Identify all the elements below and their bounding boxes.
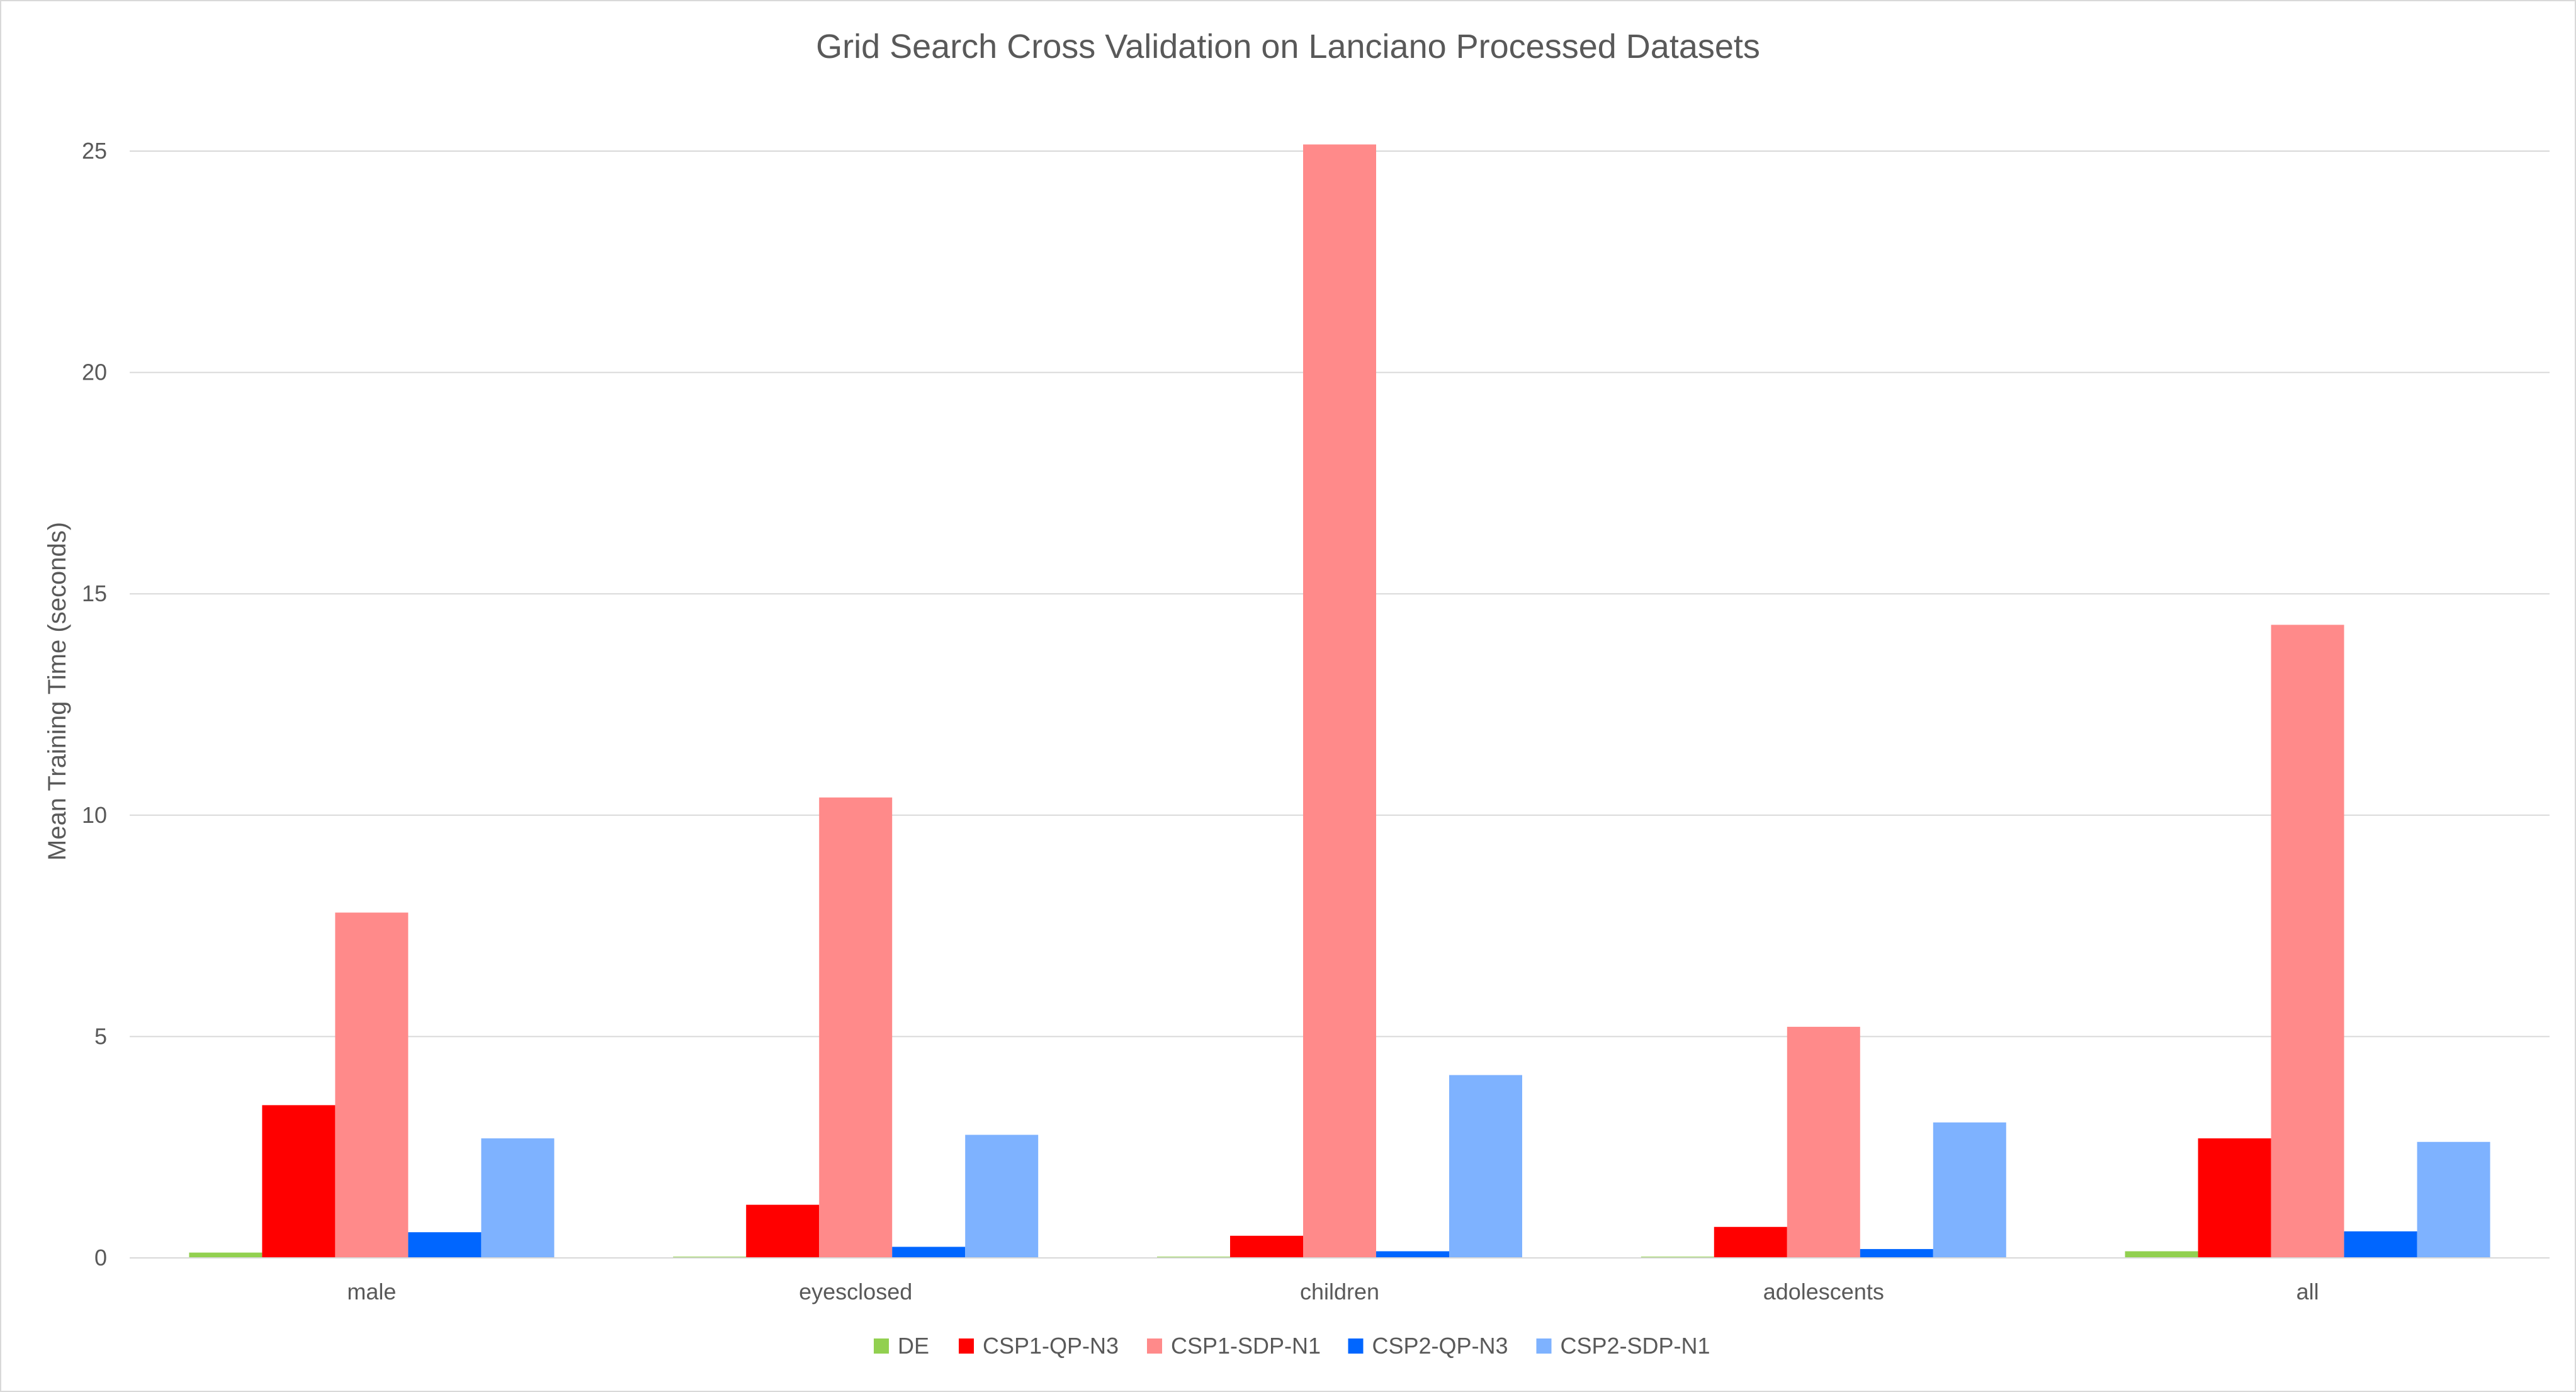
y-tick-label: 10 <box>82 802 107 828</box>
bar-csp1-qp-n3-adolescents <box>1714 1226 1787 1258</box>
bar-csp2-sdp-n1-adolescents <box>1933 1122 2006 1258</box>
bar-csp2-sdp-n1-male <box>481 1138 555 1258</box>
bar-csp1-qp-n3-children <box>1230 1235 1303 1258</box>
legend-swatch-csp2-qp-n3 <box>1348 1338 1364 1354</box>
bar-csp2-qp-n3-eyesclosed <box>892 1247 966 1258</box>
bar-csp2-sdp-n1-children <box>1449 1075 1522 1258</box>
legend-swatch-csp2-sdp-n1 <box>1536 1338 1552 1354</box>
bar-csp2-qp-n3-all <box>2344 1231 2417 1258</box>
x-tick-label: all <box>2296 1279 2319 1304</box>
y-axis-label: Mean Training Time (seconds) <box>43 522 71 861</box>
legend-label: CSP2-QP-N3 <box>1372 1333 1508 1359</box>
x-axis-ticks: male eyesclosed children adolescents all <box>347 1279 2319 1304</box>
bar-csp2-qp-n3-male <box>408 1232 482 1258</box>
x-tick-label: eyesclosed <box>799 1279 912 1304</box>
y-tick-label: 15 <box>82 580 107 606</box>
bar-csp2-qp-n3-children <box>1376 1251 1449 1258</box>
bar-csp1-sdp-n1-children <box>1303 144 1376 1258</box>
bar-csp1-sdp-n1-eyesclosed <box>819 797 893 1258</box>
bar-csp1-qp-n3-all <box>2198 1138 2271 1258</box>
legend-label: CSP2-SDP-N1 <box>1561 1333 1710 1359</box>
legend-label: DE <box>898 1333 929 1359</box>
y-axis-ticks: 0 5 10 15 20 25 <box>82 138 107 1270</box>
y-tick-label: 20 <box>82 359 107 385</box>
y-tick-label: 0 <box>94 1245 107 1270</box>
x-tick-label: adolescents <box>1763 1279 1884 1304</box>
bar-csp2-qp-n3-adolescents <box>1860 1248 1933 1258</box>
chart-title: Grid Search Cross Validation on Lanciano… <box>816 28 1760 65</box>
legend-swatch-csp1-qp-n3 <box>959 1338 974 1354</box>
bar-csp1-sdp-n1-male <box>335 912 409 1258</box>
legend-swatch-csp1-sdp-n1 <box>1147 1338 1162 1354</box>
bar-csp2-sdp-n1-all <box>2417 1141 2490 1258</box>
bar-de-all <box>2125 1251 2198 1258</box>
bars <box>189 144 2490 1258</box>
bar-csp1-qp-n3-eyesclosed <box>746 1204 820 1258</box>
y-tick-label: 5 <box>94 1023 107 1049</box>
bar-csp1-qp-n3-male <box>262 1105 336 1258</box>
bar-de-male <box>189 1252 263 1258</box>
bar-csp1-sdp-n1-adolescents <box>1787 1026 1860 1258</box>
x-tick-label: male <box>347 1279 396 1304</box>
legend: DE CSP1-QP-N3 CSP1-SDP-N1 CSP2-QP-N3 CSP2-SD… <box>874 1333 1710 1359</box>
y-tick-label: 25 <box>82 138 107 164</box>
legend-swatch-de <box>874 1338 889 1354</box>
bar-csp2-sdp-n1-eyesclosed <box>965 1135 1039 1258</box>
legend-label: CSP1-QP-N3 <box>983 1333 1119 1359</box>
x-tick-label: children <box>1300 1279 1379 1304</box>
bar-csp1-sdp-n1-all <box>2271 625 2344 1258</box>
legend-label: CSP1-SDP-N1 <box>1171 1333 1321 1359</box>
